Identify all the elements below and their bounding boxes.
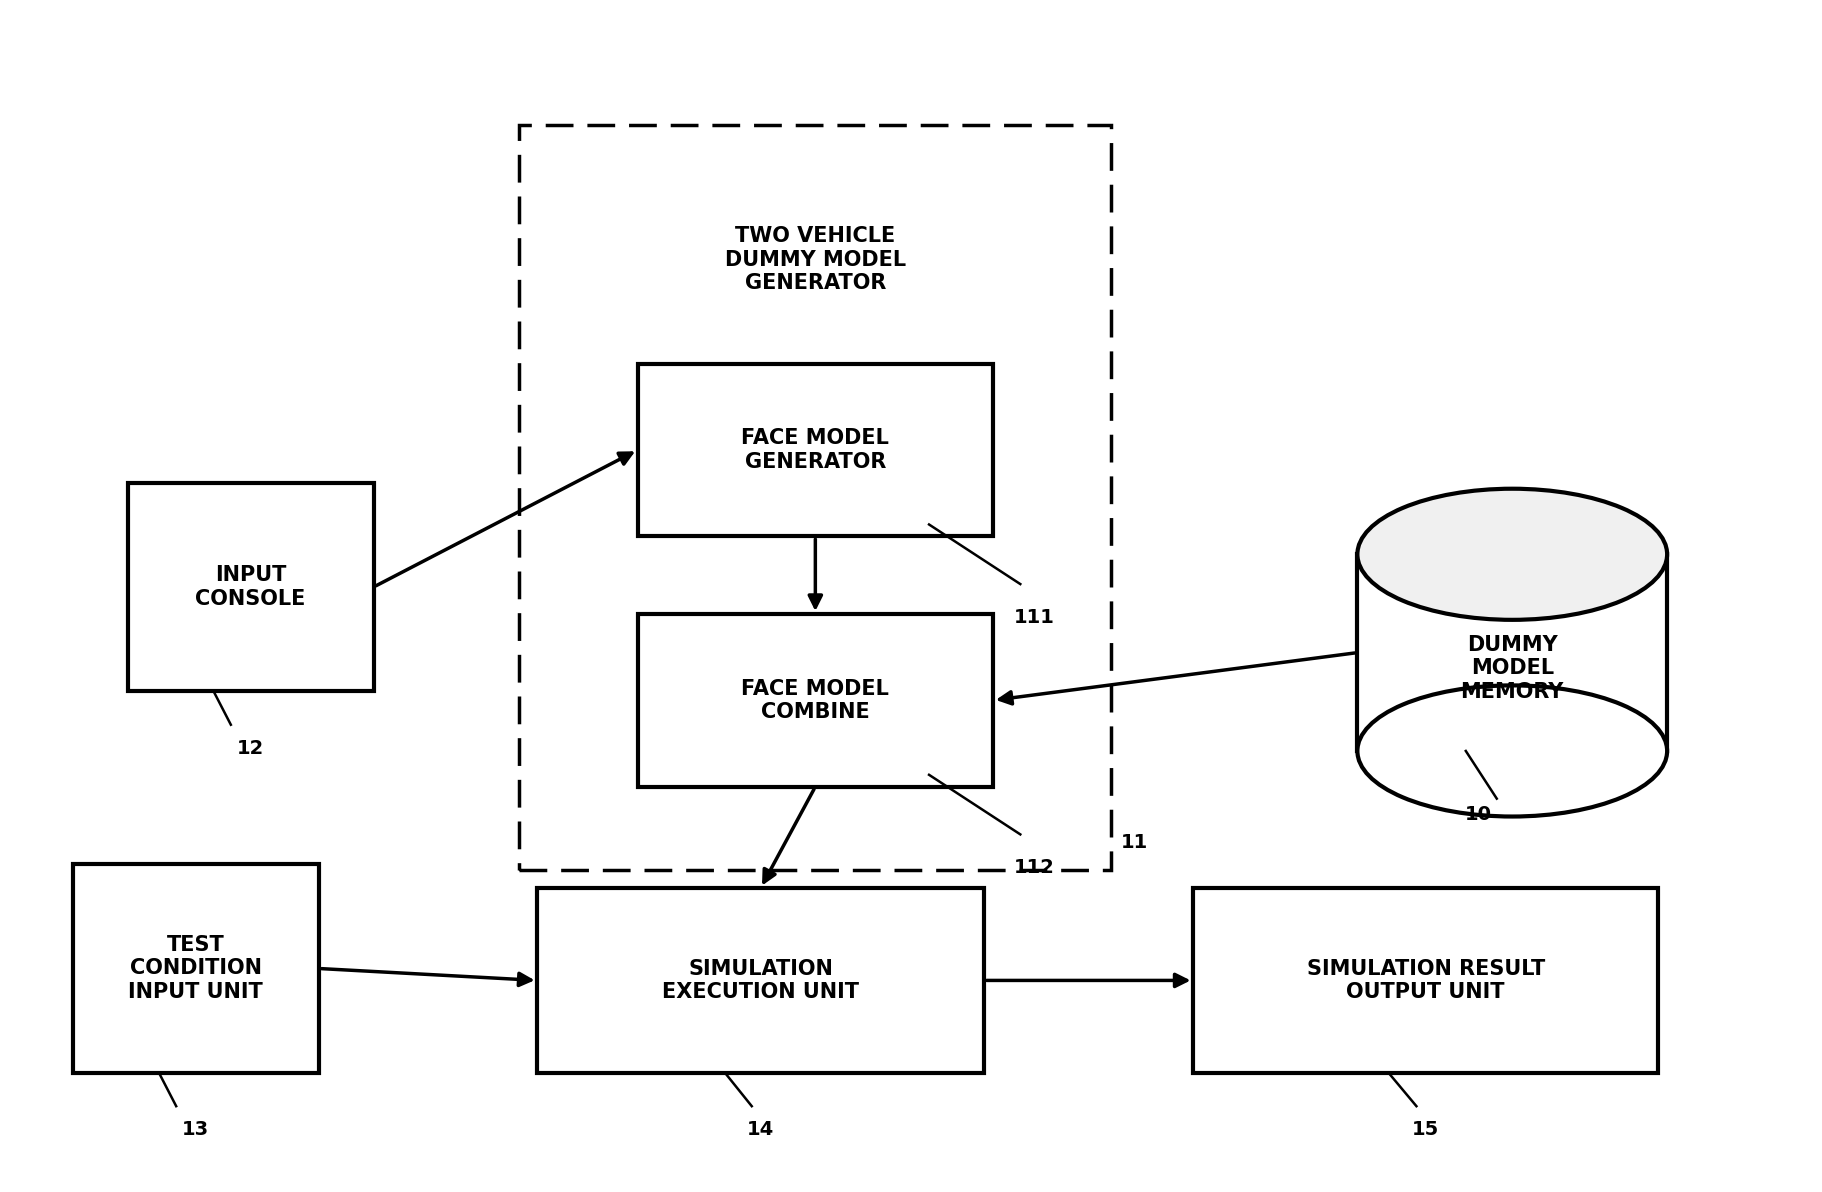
Ellipse shape — [1357, 489, 1667, 620]
Text: TWO VEHICLE
DUMMY MODEL
GENERATOR: TWO VEHICLE DUMMY MODEL GENERATOR — [725, 226, 906, 293]
Text: SIMULATION
EXECUTION UNIT: SIMULATION EXECUTION UNIT — [661, 958, 860, 1002]
Text: 15: 15 — [1412, 1120, 1439, 1140]
Bar — [537, 888, 984, 1073]
Bar — [128, 483, 374, 691]
Text: FACE MODEL
COMBINE: FACE MODEL COMBINE — [742, 678, 889, 722]
Text: TEST
CONDITION
INPUT UNIT: TEST CONDITION INPUT UNIT — [129, 936, 262, 1001]
Bar — [638, 364, 993, 536]
Bar — [73, 864, 319, 1073]
Bar — [1357, 554, 1667, 751]
Text: 10: 10 — [1465, 805, 1492, 824]
Text: 14: 14 — [747, 1120, 774, 1140]
Bar — [519, 125, 1111, 870]
Text: 111: 111 — [1013, 608, 1055, 627]
Text: DUMMY
MODEL
MEMORY: DUMMY MODEL MEMORY — [1461, 635, 1563, 702]
Bar — [638, 614, 993, 787]
Text: 13: 13 — [182, 1120, 210, 1140]
Text: SIMULATION RESULT
OUTPUT UNIT: SIMULATION RESULT OUTPUT UNIT — [1306, 958, 1545, 1002]
Ellipse shape — [1357, 685, 1667, 817]
Text: FACE MODEL
GENERATOR: FACE MODEL GENERATOR — [742, 428, 889, 472]
Text: 12: 12 — [237, 739, 264, 758]
Text: 11: 11 — [1121, 833, 1148, 852]
Bar — [1193, 888, 1658, 1073]
Text: 112: 112 — [1013, 858, 1055, 877]
Text: INPUT
CONSOLE: INPUT CONSOLE — [195, 565, 306, 609]
